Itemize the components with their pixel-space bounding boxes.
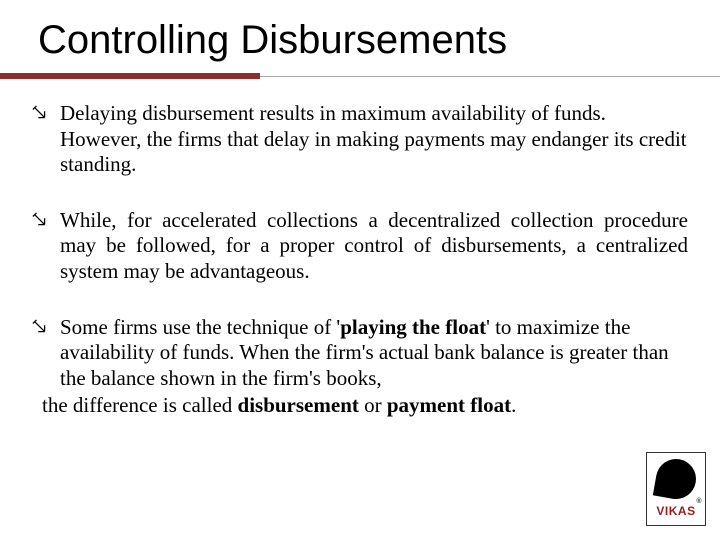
bold-term: disbursement <box>238 393 359 417</box>
title-rule <box>32 73 688 79</box>
slide-title: Controlling Disbursements <box>38 18 688 63</box>
text-run: the difference is called <box>42 393 238 417</box>
text-run: . <box>511 393 516 417</box>
arrow-icon <box>32 212 50 230</box>
bullet-item: While, for accelerated collections a dec… <box>32 208 688 285</box>
publisher-logo: VIKAS ® <box>646 452 706 526</box>
text-run: Some firms use the technique of ' <box>60 315 340 339</box>
logo-mark <box>653 457 699 503</box>
bold-term: payment float <box>387 393 511 417</box>
bullet-text: Delaying disbursement results in maximum… <box>60 101 688 178</box>
arrow-icon <box>32 105 50 123</box>
slide: Controlling Disbursements Delaying disbu… <box>0 0 720 540</box>
logo-brand-name: VIKAS <box>656 504 695 518</box>
arrow-icon <box>32 319 50 337</box>
logo-brand-text: VIKAS ® <box>647 504 705 518</box>
bullet-list: Delaying disbursement results in maximum… <box>32 101 688 419</box>
bold-term: playing the float <box>340 315 486 339</box>
bullet-text: Some firms use the technique of 'playing… <box>60 315 688 392</box>
rule-accent-bar <box>0 73 260 79</box>
registered-icon: ® <box>696 498 702 505</box>
bullet-item: Some firms use the technique of 'playing… <box>32 315 688 419</box>
bullet-item: Delaying disbursement results in maximum… <box>32 101 688 178</box>
bullet-text: While, for accelerated collections a dec… <box>60 208 688 285</box>
bullet-text-line2: the difference is called disbursement or… <box>42 393 688 419</box>
logo-apostrophe-shape <box>653 456 699 502</box>
text-run: or <box>359 393 387 417</box>
